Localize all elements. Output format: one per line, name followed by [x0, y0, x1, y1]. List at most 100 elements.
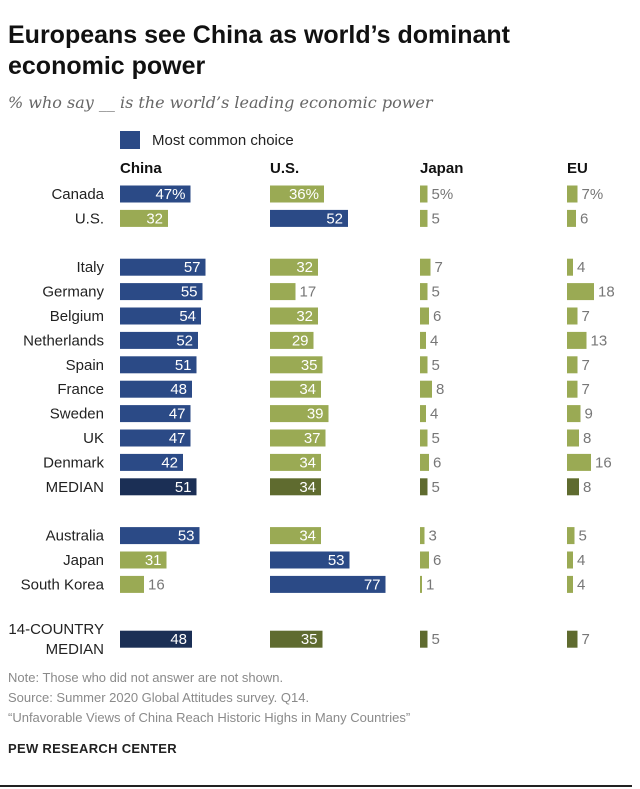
- bar-south-korea-eu: [567, 575, 573, 593]
- data-label-france-us: 34: [299, 381, 316, 398]
- bar-france-china: [120, 380, 192, 398]
- legend-swatch: [120, 131, 140, 149]
- data-label-germany-china: 55: [181, 284, 198, 301]
- bar-netherlands-japan: [420, 331, 426, 349]
- bar-belgium-japan: [420, 307, 429, 325]
- bar-denmark-eu: [567, 453, 591, 471]
- data-label-spain-japan: 5: [432, 357, 440, 374]
- row-label-denmark: Denmark: [43, 454, 104, 471]
- bar-japan-us: [270, 551, 350, 569]
- data-label-belgium-eu: 7: [582, 308, 590, 325]
- data-label-south-korea-china: 16: [148, 576, 165, 593]
- data-label-median-japan: 5: [432, 479, 440, 496]
- data-label-netherlands-us: 29: [292, 332, 309, 349]
- data-label-italy-japan: 7: [435, 259, 443, 276]
- bar-sweden-us: [270, 405, 329, 423]
- footer-report: “Unfavorable Views of China Reach Histor…: [8, 710, 411, 725]
- row-label-japan: Japan: [63, 552, 104, 569]
- chart-subtitle: % who say __ is the world’s leading econ…: [8, 93, 433, 112]
- bar-14-country-median-eu: [567, 630, 578, 648]
- bar-uk-eu: [567, 429, 579, 447]
- data-label-italy-us: 32: [296, 259, 313, 276]
- data-label-denmark-eu: 16: [595, 454, 612, 471]
- data-label-belgium-china: 54: [179, 308, 196, 325]
- row-label-belgium: Belgium: [50, 308, 104, 325]
- bar-sweden-eu: [567, 405, 581, 423]
- row-label-sweden: Sweden: [50, 406, 104, 423]
- bar-netherlands-eu: [567, 331, 587, 349]
- data-label-uk-us: 37: [304, 430, 321, 447]
- data-label-australia-japan: 3: [429, 528, 437, 545]
- data-label-japan-japan: 6: [433, 552, 441, 569]
- data-label-median-eu: 8: [583, 479, 591, 496]
- bottom-rule: [0, 785, 632, 787]
- data-label-uk-eu: 8: [583, 430, 591, 447]
- data-label-france-eu: 7: [582, 381, 590, 398]
- data-label-australia-eu: 5: [579, 528, 587, 545]
- bar-germany-us: [270, 283, 296, 301]
- bar-belgium-eu: [567, 307, 578, 325]
- bar-14-country-median-us: [270, 630, 323, 648]
- data-label-sweden-china: 47: [169, 406, 186, 423]
- bar-median-eu: [567, 478, 579, 496]
- org-name: PEW RESEARCH CENTER: [8, 741, 177, 756]
- column-header-japan: Japan: [420, 160, 463, 177]
- row-label-spain: Spain: [66, 357, 104, 374]
- bar-canada-china: [120, 185, 191, 203]
- bar-italy-japan: [420, 258, 431, 276]
- bar-14-country-median-china: [120, 630, 192, 648]
- bar-uk-japan: [420, 429, 428, 447]
- bar-canada-eu: [567, 185, 578, 203]
- data-label-14-country-median-us: 35: [301, 631, 318, 648]
- bar-italy-us: [270, 258, 318, 276]
- bar-germany-eu: [567, 283, 594, 301]
- bar-italy-eu: [567, 258, 573, 276]
- data-label-south-korea-us: 77: [364, 576, 381, 593]
- footer: Note: Those who did not answer are not s…: [8, 668, 410, 728]
- data-label-germany-us: 17: [300, 284, 317, 301]
- data-label-japan-us: 53: [328, 552, 345, 569]
- bar-spain-japan: [420, 356, 428, 374]
- data-label-canada-us: 36%: [289, 186, 319, 203]
- data-label-italy-eu: 4: [577, 259, 585, 276]
- bar-14-country-median-japan: [420, 630, 428, 648]
- bar-uk-us: [270, 429, 326, 447]
- data-label-14-country-median-japan: 5: [432, 631, 440, 648]
- data-label-italy-china: 57: [184, 259, 201, 276]
- data-label-median-us: 34: [299, 479, 316, 496]
- bar-belgium-us: [270, 307, 318, 325]
- bar-sweden-china: [120, 405, 191, 423]
- row-label-canada: Canada: [51, 186, 104, 203]
- bar-median-us: [270, 478, 321, 496]
- bar-u-s--china: [120, 209, 168, 227]
- data-label-u-s--eu: 6: [580, 210, 588, 227]
- bar-median-japan: [420, 478, 428, 496]
- bar-median-china: [120, 478, 197, 496]
- row-label-netherlands: Netherlands: [23, 332, 104, 349]
- column-header-eu: EU: [567, 160, 588, 177]
- bar-denmark-china: [120, 453, 183, 471]
- legend-label: Most common choice: [152, 131, 294, 149]
- bar-u-s--eu: [567, 209, 576, 227]
- bar-germany-japan: [420, 283, 428, 301]
- data-label-spain-eu: 7: [582, 357, 590, 374]
- data-label-median-china: 51: [175, 479, 192, 496]
- bar-denmark-japan: [420, 453, 429, 471]
- row-label-germany: Germany: [42, 284, 104, 301]
- data-label-u-s--japan: 5: [432, 210, 440, 227]
- data-label-france-japan: 8: [436, 381, 444, 398]
- bar-canada-japan: [420, 185, 428, 203]
- bar-japan-eu: [567, 551, 573, 569]
- bar-south-korea-japan: [420, 575, 422, 593]
- column-header-us: U.S.: [270, 160, 299, 177]
- bar-denmark-us: [270, 453, 321, 471]
- bar-italy-china: [120, 258, 206, 276]
- bar-spain-us: [270, 356, 323, 374]
- bar-sweden-japan: [420, 405, 426, 423]
- row-label-uk: UK: [83, 430, 104, 447]
- row-label-south-korea: South Korea: [21, 576, 105, 593]
- data-label-sweden-us: 39: [307, 406, 324, 423]
- data-label-germany-eu: 18: [598, 284, 615, 301]
- bar-australia-china: [120, 527, 200, 545]
